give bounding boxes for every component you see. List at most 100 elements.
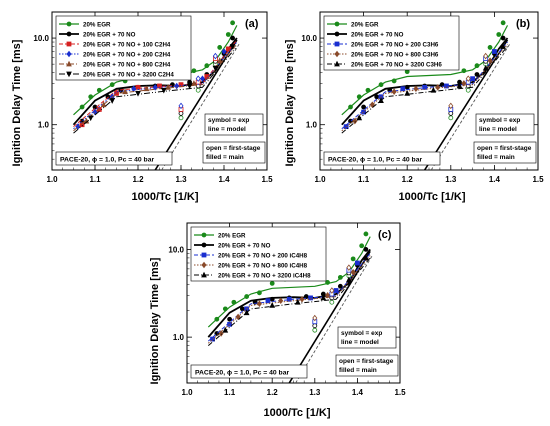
first-stage-point (178, 102, 184, 110)
exp-point (109, 98, 116, 104)
exp-point (350, 256, 356, 262)
y-axis-label: Ignition Delay Time [ms] (284, 39, 296, 166)
chart-panel-1: 1.0 1.1 1.2 1.3 1.4 1.5 1.0 10.0 1000/Tc [1/K] Ig… (11, 11, 273, 203)
x-tick-label: 1.4 (218, 175, 230, 184)
note-box-fill (335, 354, 399, 377)
model-line (207, 257, 371, 346)
exp-point (294, 298, 301, 305)
first-stage-point (195, 75, 201, 82)
legend-entry: 20% EGR + 70 NO + 100 C2H4 (83, 42, 171, 49)
x-tick-label: 1.5 (394, 388, 406, 397)
exp-point (404, 84, 410, 90)
exp-point (265, 298, 271, 304)
first-stage-point (312, 314, 318, 322)
chart-panel-2: 1.0 1.1 1.2 1.3 1.4 1.5 1.0 10.0 1000/Tc [1/K] Ig… (284, 11, 544, 203)
x-axis-label: 1000/Tc [1/K] (131, 191, 198, 203)
exp-point (325, 292, 331, 299)
model-line (341, 46, 508, 134)
x-tick-label: 1.4 (352, 388, 364, 397)
legend-entry: 20% EGR (218, 233, 246, 240)
first-stage-point (465, 75, 471, 82)
condition-box (190, 364, 308, 379)
exp-point (210, 336, 215, 342)
legend-entry: 20% EGR + 70 NO + 3200 C3H6 (351, 62, 442, 69)
exp-point (269, 296, 275, 302)
first-stage-model-line (154, 39, 238, 170)
exp-point (337, 283, 343, 289)
exp-point (444, 83, 449, 89)
exp-point (359, 243, 365, 249)
note-text: filled = main (339, 367, 377, 374)
exp-point (491, 49, 497, 54)
exp-point (496, 32, 502, 37)
exp-point (456, 82, 463, 89)
exp-point (152, 84, 158, 91)
exp-point (461, 68, 467, 74)
exp-point (230, 20, 236, 26)
legend-swatch-marker (334, 31, 340, 37)
x-tick-label: 1.3 (175, 175, 187, 184)
exp-point (363, 254, 369, 261)
exp-point (378, 97, 384, 103)
exp-point (231, 299, 237, 305)
exp-point (337, 274, 343, 280)
legend: 20% EGR 20% EGR + 70 NO 20% EGR + 70 NO + … (55, 15, 192, 81)
exp-point (135, 90, 141, 97)
first-stage-point (448, 102, 454, 110)
note-text: open = first-stage (206, 145, 261, 152)
exp-point (227, 321, 233, 327)
x-tick-label: 1.0 (314, 175, 326, 184)
legend-entry: 20% EGR + 70 NO + 3200 iC4H8 (218, 273, 311, 280)
exp-point (356, 114, 363, 121)
exp-point (244, 294, 250, 299)
first-stage-point (465, 87, 471, 93)
legend-swatch-marker (66, 31, 72, 37)
exp-point (191, 68, 197, 74)
x-tick-label: 1.3 (445, 175, 457, 184)
exp-point (487, 57, 493, 64)
exp-point (356, 94, 362, 100)
first-stage-model-line (423, 39, 509, 170)
note-text: open = first-stage (477, 145, 532, 152)
first-stage-point (312, 327, 318, 333)
legend-box (55, 15, 192, 81)
legend-swatch-marker (201, 232, 207, 238)
exp-point (461, 80, 467, 87)
exp-point (500, 35, 506, 41)
exp-point (257, 290, 262, 296)
exp-point (230, 35, 236, 41)
first-stage-point (329, 287, 335, 294)
exp-point (143, 85, 150, 92)
legend-swatch-marker (334, 50, 340, 58)
model-line (341, 43, 508, 132)
x-tick-label: 1.5 (532, 175, 544, 184)
first-stage-point (195, 87, 201, 93)
y-axis-label: Ignition Delay Time [ms] (11, 39, 23, 166)
note-text: line = model (479, 126, 517, 133)
x-tick-label: 1.2 (267, 388, 279, 397)
exp-point (160, 87, 167, 94)
exp-point (269, 302, 276, 308)
exp-point (348, 104, 353, 110)
legend-entry: 20% EGR + 70 NO + 200 C2H4 (83, 52, 171, 59)
legend-swatch-marker (66, 21, 72, 27)
legend-swatch-marker (201, 242, 207, 248)
exp-point (214, 316, 220, 322)
x-axis-label: 1000/Tc [1/K] (398, 191, 465, 203)
exp-point (365, 87, 371, 93)
exp-point (361, 109, 367, 115)
legend: 20% EGR 20% EGR + 70 NO 20% EGR + 70 NO + … (190, 226, 327, 282)
legend-entry: 20% EGR + 70 NO + 200 iC4H8 (218, 253, 308, 260)
exp-point (225, 46, 231, 52)
x-tick-label: 1.4 (489, 175, 501, 184)
exp-point (391, 88, 397, 96)
exp-point (218, 330, 224, 337)
exp-point (430, 86, 437, 93)
legend-entry: 20% EGR + 70 NO + 3200 C2H4 (83, 72, 174, 79)
legend-entry: 20% EGR + 70 NO + 800 C3H6 (351, 52, 439, 59)
condition-text: PACE-20, ϕ = 1.0, Pc = 40 bar (328, 157, 422, 164)
exp-point (212, 65, 219, 72)
first-stage-point (346, 264, 352, 271)
exp-point (88, 94, 94, 100)
